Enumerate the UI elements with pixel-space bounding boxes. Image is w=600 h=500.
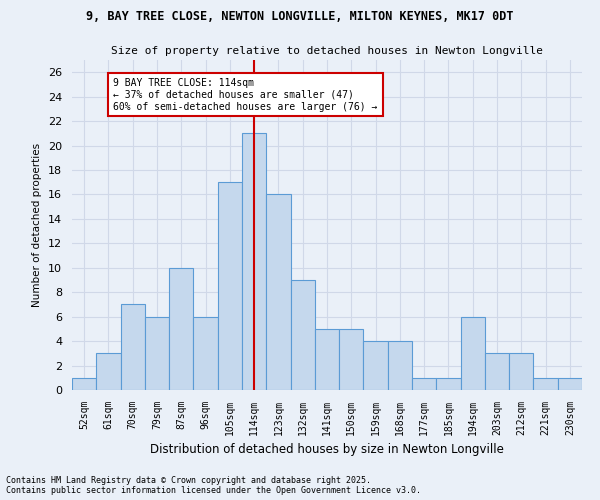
Bar [509,354,533,390]
Text: Contains HM Land Registry data © Crown copyright and database right 2025.
Contai: Contains HM Land Registry data © Crown c… [6,476,421,495]
Bar [533,378,558,390]
Bar [242,134,266,390]
Bar [339,329,364,390]
Bar [485,354,509,390]
Text: 9, BAY TREE CLOSE, NEWTON LONGVILLE, MILTON KEYNES, MK17 0DT: 9, BAY TREE CLOSE, NEWTON LONGVILLE, MIL… [86,10,514,23]
Bar [96,354,121,390]
Bar [388,341,412,390]
Bar [461,316,485,390]
Y-axis label: Number of detached properties: Number of detached properties [32,143,43,307]
Bar [145,316,169,390]
Bar [169,268,193,390]
Title: Size of property relative to detached houses in Newton Longville: Size of property relative to detached ho… [111,46,543,56]
Bar [558,378,582,390]
Bar [364,341,388,390]
Bar [218,182,242,390]
Bar [121,304,145,390]
Bar [290,280,315,390]
Text: 9 BAY TREE CLOSE: 114sqm
← 37% of detached houses are smaller (47)
60% of semi-d: 9 BAY TREE CLOSE: 114sqm ← 37% of detach… [113,78,377,112]
Bar [193,316,218,390]
Bar [412,378,436,390]
Bar [315,329,339,390]
X-axis label: Distribution of detached houses by size in Newton Longville: Distribution of detached houses by size … [150,444,504,456]
Bar [72,378,96,390]
Bar [266,194,290,390]
Bar [436,378,461,390]
